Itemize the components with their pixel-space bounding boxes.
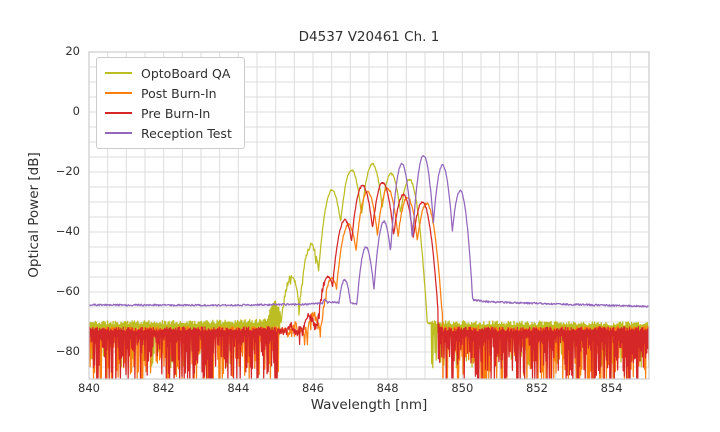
legend-label: Post Burn-In <box>141 85 217 101</box>
y-tick-label-−20: −20 <box>55 164 80 178</box>
x-tick-label-848: 848 <box>376 381 399 395</box>
legend-label: Pre Burn-In <box>141 105 211 121</box>
legend-swatch <box>105 131 132 135</box>
legend-item-optoboard-qa: OptoBoard QA <box>97 63 244 83</box>
x-tick-label-846: 846 <box>302 381 324 395</box>
x-axis-label: Wavelength [nm] <box>310 397 428 413</box>
y-tick-label-−60: −60 <box>55 284 80 298</box>
legend-label: OptoBoard QA <box>141 65 231 81</box>
x-tick-label-844: 844 <box>227 381 250 395</box>
x-tick-label-840: 840 <box>78 381 100 395</box>
legend-item-post-burn-in: Post Burn-In <box>97 83 244 103</box>
x-tick-label-854: 854 <box>600 381 623 395</box>
y-tick-label-0: 0 <box>72 104 80 118</box>
plot-border <box>88 51 650 380</box>
legend-label: Reception Test <box>141 125 232 141</box>
legend-swatch <box>105 71 132 75</box>
y-tick-label-−40: −40 <box>55 224 80 238</box>
legend: OptoBoard QA Post Burn-In Pre Burn-In Recep… <box>96 57 245 149</box>
x-tick-label-850: 850 <box>451 381 474 395</box>
legend-item-reception-test: Reception Test <box>97 123 244 143</box>
series-curve-reception-test <box>89 155 649 308</box>
legend-swatch <box>105 91 132 95</box>
x-tick-label-852: 852 <box>526 381 548 395</box>
x-tick-label-842: 842 <box>152 381 175 395</box>
y-tick-label-20: 20 <box>65 44 80 58</box>
legend-item-pre-burn-in: Pre Burn-In <box>97 103 244 123</box>
series-curve-pre-burn-in <box>89 181 649 380</box>
legend-swatch <box>105 111 132 115</box>
y-tick-label-−80: −80 <box>55 344 80 358</box>
series-curves <box>89 155 649 380</box>
chart-title: D4537 V20461 Ch. 1 <box>298 29 440 45</box>
